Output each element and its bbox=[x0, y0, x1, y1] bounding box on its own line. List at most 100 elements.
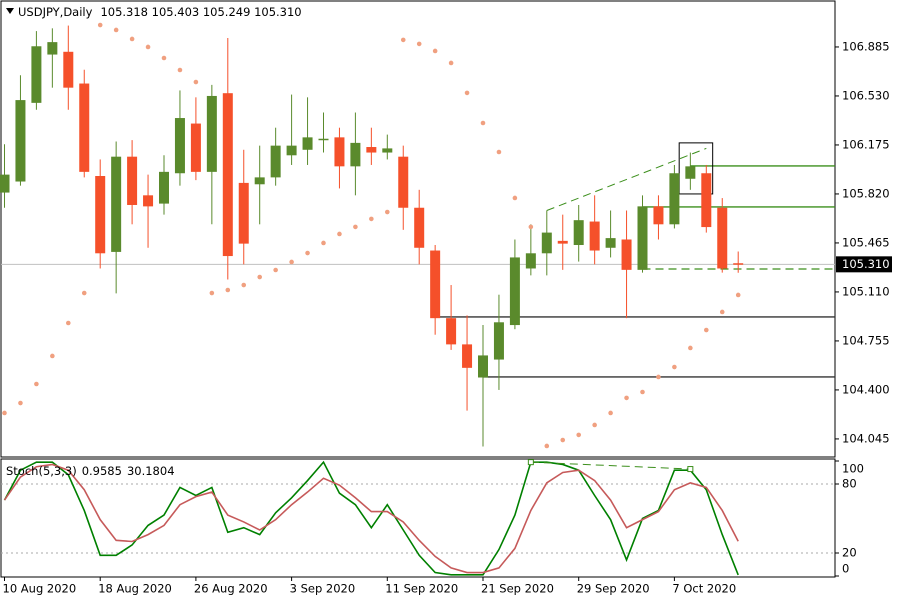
y-tick-label: 105.465 bbox=[842, 235, 890, 249]
y-tick-label: 104.045 bbox=[842, 431, 890, 445]
candle-body bbox=[334, 137, 344, 166]
candle-body bbox=[669, 173, 679, 224]
candle-body bbox=[638, 206, 648, 269]
candle-body bbox=[366, 147, 376, 153]
sar-dot bbox=[433, 49, 438, 54]
candle-body bbox=[175, 118, 185, 173]
candle-body bbox=[255, 177, 265, 184]
candle-body bbox=[15, 100, 25, 181]
y-tick-label: 100 bbox=[842, 462, 864, 476]
candle-body bbox=[462, 344, 472, 367]
candle-body bbox=[0, 175, 10, 193]
candle-body bbox=[717, 208, 727, 269]
y-tick-label: 104.755 bbox=[842, 333, 890, 347]
sar-dot bbox=[2, 411, 7, 416]
sar-dot bbox=[640, 390, 645, 395]
candle-body bbox=[701, 173, 711, 227]
candle-body bbox=[143, 195, 153, 206]
sar-dot bbox=[257, 275, 262, 280]
x-tick-label: 11 Sep 2020 bbox=[385, 582, 458, 596]
sar-dot bbox=[146, 45, 151, 50]
sar-dot bbox=[497, 150, 502, 155]
candle-body bbox=[542, 233, 552, 254]
sar-dot bbox=[608, 411, 613, 416]
sar-dot bbox=[210, 291, 215, 296]
candle-body bbox=[622, 239, 632, 269]
sar-dot bbox=[529, 225, 534, 230]
y-tick-label: 20 bbox=[842, 546, 857, 560]
sar-dot bbox=[353, 225, 358, 230]
candle-body bbox=[430, 251, 440, 319]
sar-dot bbox=[162, 56, 167, 61]
sar-dot bbox=[417, 42, 422, 47]
candle-body bbox=[223, 93, 233, 256]
sar-dot bbox=[82, 291, 87, 296]
candle-body bbox=[574, 220, 584, 245]
sar-dot bbox=[656, 375, 661, 380]
candle-body bbox=[271, 146, 281, 178]
sar-dot bbox=[130, 37, 135, 42]
sar-dot bbox=[66, 321, 71, 326]
candle-body bbox=[127, 157, 137, 205]
candle-body bbox=[606, 238, 616, 248]
y-tick-label: 106.885 bbox=[842, 39, 890, 53]
symbol: USDJPY,Daily bbox=[18, 5, 93, 19]
sar-dot bbox=[401, 38, 406, 43]
sar-dot bbox=[18, 401, 23, 406]
sar-dot bbox=[513, 196, 518, 201]
x-tick-label: 18 Aug 2020 bbox=[98, 582, 172, 596]
candle-body bbox=[478, 355, 488, 377]
candle-body bbox=[191, 124, 201, 172]
y-tick-label: 106.175 bbox=[842, 137, 890, 151]
candle-body bbox=[414, 208, 424, 248]
sar-dot bbox=[241, 283, 246, 288]
sar-dot bbox=[114, 28, 119, 33]
candle-body bbox=[685, 166, 695, 178]
sar-dot bbox=[178, 68, 183, 73]
sar-dot bbox=[592, 423, 597, 428]
candle-body bbox=[79, 84, 89, 172]
sar-dot bbox=[624, 396, 629, 401]
sar-dot bbox=[385, 210, 390, 215]
sar-dot bbox=[704, 328, 709, 333]
stoch-title: Stoch(5,3,3)0.958530.1804 bbox=[6, 464, 175, 478]
candle-body bbox=[558, 241, 568, 244]
y-tick-label: 106.530 bbox=[842, 88, 890, 102]
sar-dot bbox=[672, 365, 677, 370]
trendline-anchor bbox=[688, 467, 693, 472]
candle-body bbox=[526, 253, 536, 268]
y-tick-label: 0 bbox=[842, 562, 849, 576]
x-tick-label: 26 Aug 2020 bbox=[194, 582, 268, 596]
sar-dot bbox=[481, 121, 486, 126]
x-tick-label: 21 Sep 2020 bbox=[481, 582, 554, 596]
candle-body bbox=[446, 318, 456, 344]
sar-dot bbox=[337, 232, 342, 237]
sar-dot bbox=[736, 293, 741, 298]
sar-dot bbox=[194, 80, 199, 85]
trading-chart: 106.885 106.530 106.175 105.820 105.465 105.1… bbox=[0, 0, 900, 600]
candle-body bbox=[590, 222, 600, 251]
sar-dot bbox=[321, 241, 326, 246]
sar-dot bbox=[273, 268, 278, 273]
sar-dot bbox=[50, 354, 55, 359]
x-tick-label: 10 Aug 2020 bbox=[3, 582, 77, 596]
sar-dot bbox=[369, 217, 374, 222]
sar-dot bbox=[576, 433, 581, 438]
candle-body bbox=[207, 96, 217, 172]
y-tick-label: 105.110 bbox=[842, 284, 890, 298]
sar-dot bbox=[720, 310, 725, 315]
stoch-main-value: 0.9585 bbox=[82, 464, 122, 478]
y-tick-label: 105.820 bbox=[842, 186, 890, 200]
candle-body bbox=[159, 172, 169, 204]
sar-dot bbox=[449, 61, 454, 66]
candle-body bbox=[510, 257, 520, 325]
candle-body bbox=[47, 42, 57, 54]
y-tick-label: 104.400 bbox=[842, 382, 890, 396]
chart-title: USDJPY,Daily105.318 105.403 105.249 105.… bbox=[18, 5, 302, 19]
x-tick-label: 3 Sep 2020 bbox=[290, 582, 356, 596]
candle-body bbox=[494, 322, 504, 359]
stoch-signal-value: 30.1804 bbox=[127, 464, 175, 478]
sar-dot bbox=[34, 382, 39, 387]
candle-body bbox=[319, 139, 329, 141]
sar-dot bbox=[98, 23, 103, 28]
